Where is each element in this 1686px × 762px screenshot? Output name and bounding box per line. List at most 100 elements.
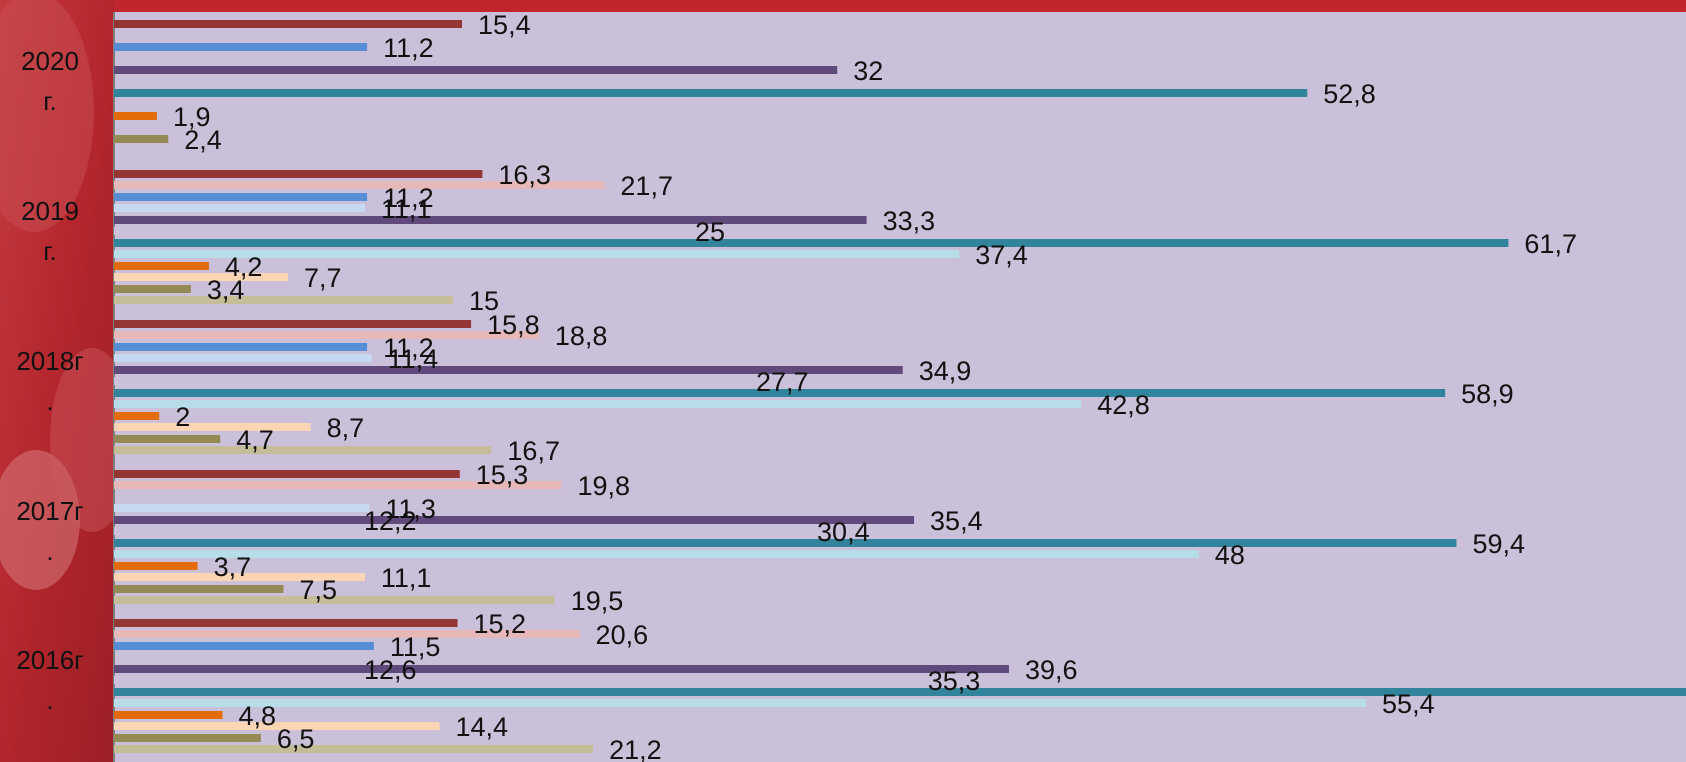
value-label: 48 bbox=[1215, 540, 1245, 570]
value-label: 30,4 bbox=[817, 517, 870, 547]
value-label: 8,7 bbox=[327, 413, 365, 443]
value-label: 58,9 bbox=[1461, 379, 1514, 409]
bar-g1-s1 bbox=[114, 181, 605, 189]
bar-g1-s2 bbox=[114, 193, 368, 201]
bar-g3-s9 bbox=[114, 573, 365, 581]
value-label: 2 bbox=[175, 402, 190, 432]
value-label: 15,4 bbox=[478, 10, 531, 40]
value-label: 3,4 bbox=[207, 275, 245, 305]
bar-g1-s5 bbox=[114, 227, 679, 235]
value-label: 42,8 bbox=[1097, 390, 1150, 420]
category-label: 2016г bbox=[16, 645, 83, 675]
bar-g4-s9 bbox=[114, 722, 440, 730]
value-label: 4,2 bbox=[225, 252, 263, 282]
value-label: 16,7 bbox=[507, 436, 560, 466]
bar-g0-s4 bbox=[114, 66, 838, 74]
bar-g4-s6 bbox=[114, 688, 1686, 696]
value-label: 27,7 bbox=[756, 367, 809, 397]
value-label: 11,3 bbox=[385, 494, 436, 524]
bar-g2-s4 bbox=[114, 366, 903, 374]
bar-g4-s8 bbox=[114, 711, 223, 719]
bar-g3-s10 bbox=[114, 585, 284, 593]
bar-g2-s1 bbox=[114, 331, 539, 339]
value-label: 6,5 bbox=[277, 724, 315, 754]
value-label: 7,5 bbox=[300, 575, 338, 605]
value-label: 12,6 bbox=[364, 655, 417, 685]
bar-g3-s7 bbox=[114, 550, 1199, 558]
decorative-petal bbox=[0, 0, 94, 232]
bar-g3-s11 bbox=[114, 596, 555, 604]
bar-g0-s2 bbox=[114, 43, 368, 51]
value-label: 21,7 bbox=[620, 171, 673, 201]
group-labels: 2020 г. 2019 г. 2018г. 2017г. 2016г. bbox=[16, 46, 83, 715]
bar-g1-s0 bbox=[114, 170, 483, 178]
value-label: 11,2 bbox=[383, 333, 434, 363]
value-label: 35,3 bbox=[928, 666, 981, 696]
category-label: 2020 bbox=[21, 46, 79, 76]
value-label: 14,4 bbox=[455, 712, 508, 742]
bar-g2-s10 bbox=[114, 435, 221, 443]
bar-g1-s9 bbox=[114, 273, 289, 281]
category-label: . bbox=[46, 685, 53, 715]
value-label: 11,1 bbox=[381, 563, 432, 593]
bar-g1-s4 bbox=[114, 216, 867, 224]
bar-g0-s6 bbox=[114, 89, 1308, 97]
value-label: 21,2 bbox=[609, 735, 662, 762]
category-label: 2018г bbox=[16, 346, 83, 376]
value-label: 2,4 bbox=[184, 125, 222, 155]
bar-g2-s8 bbox=[114, 412, 160, 420]
bar-g4-s0 bbox=[114, 619, 458, 627]
category-label: 2019 bbox=[21, 196, 79, 226]
bar-g3-s4 bbox=[114, 516, 915, 524]
bar-g1-s7 bbox=[114, 250, 960, 258]
value-label: 1,9 bbox=[173, 102, 211, 132]
category-label: . bbox=[46, 536, 53, 566]
bar-g0-s0 bbox=[114, 20, 463, 28]
value-label: 20,6 bbox=[596, 620, 649, 650]
value-labels: 15,4 16,3 15,8 15,3 15,2 21,7 18,8 19,8 20,6 11,2… bbox=[173, 10, 1577, 762]
category-label: 2017г bbox=[16, 496, 83, 526]
bar-g1-s3 bbox=[114, 204, 365, 212]
bar-g3-s0 bbox=[114, 470, 460, 478]
bar-g2-s9 bbox=[114, 423, 311, 431]
value-label: 11,1 bbox=[381, 194, 432, 224]
category-label: г. bbox=[43, 236, 57, 266]
value-label: 12,2 bbox=[364, 506, 417, 536]
bar-g2-s3 bbox=[114, 354, 372, 362]
bar-g3-s5 bbox=[114, 527, 802, 535]
value-label: 7,7 bbox=[304, 263, 342, 293]
value-label: 37,4 bbox=[975, 240, 1028, 270]
bar-g2-s6 bbox=[114, 389, 1446, 397]
value-label: 11,4 bbox=[388, 344, 439, 374]
bar-g1-s11 bbox=[114, 296, 453, 304]
value-label: 55,4 bbox=[1382, 689, 1435, 719]
bar-g1-s8 bbox=[114, 262, 209, 270]
value-label: 4,8 bbox=[238, 701, 276, 731]
bar-g4-s5 bbox=[114, 676, 912, 684]
value-label: 3,7 bbox=[214, 552, 252, 582]
left-panel bbox=[0, 0, 114, 762]
value-label: 15,8 bbox=[487, 310, 540, 340]
value-label: 11,2 bbox=[383, 183, 434, 213]
category-label: г. bbox=[43, 86, 57, 116]
value-label: 39,6 bbox=[1025, 655, 1078, 685]
value-label: 18,8 bbox=[555, 321, 608, 351]
bar-g2-s7 bbox=[114, 400, 1082, 408]
value-label: 61,7 bbox=[1524, 229, 1577, 259]
bar-g3-s8 bbox=[114, 562, 198, 570]
value-label: 34,9 bbox=[919, 356, 972, 386]
bar-g3-s3 bbox=[114, 504, 370, 512]
bar-g4-s11 bbox=[114, 745, 594, 753]
top-band bbox=[114, 0, 1686, 12]
bar-marks bbox=[114, 20, 1686, 753]
decorative-petal bbox=[0, 450, 80, 590]
value-label: 4,7 bbox=[236, 425, 274, 455]
bar-g2-s2 bbox=[114, 343, 368, 351]
bar-g4-s10 bbox=[114, 734, 261, 742]
bar-g2-s5 bbox=[114, 377, 741, 385]
value-label: 15,2 bbox=[474, 609, 527, 639]
value-label: 33,3 bbox=[883, 206, 936, 236]
bar-g3-s6 bbox=[114, 539, 1457, 547]
bar-g2-s0 bbox=[114, 320, 472, 328]
